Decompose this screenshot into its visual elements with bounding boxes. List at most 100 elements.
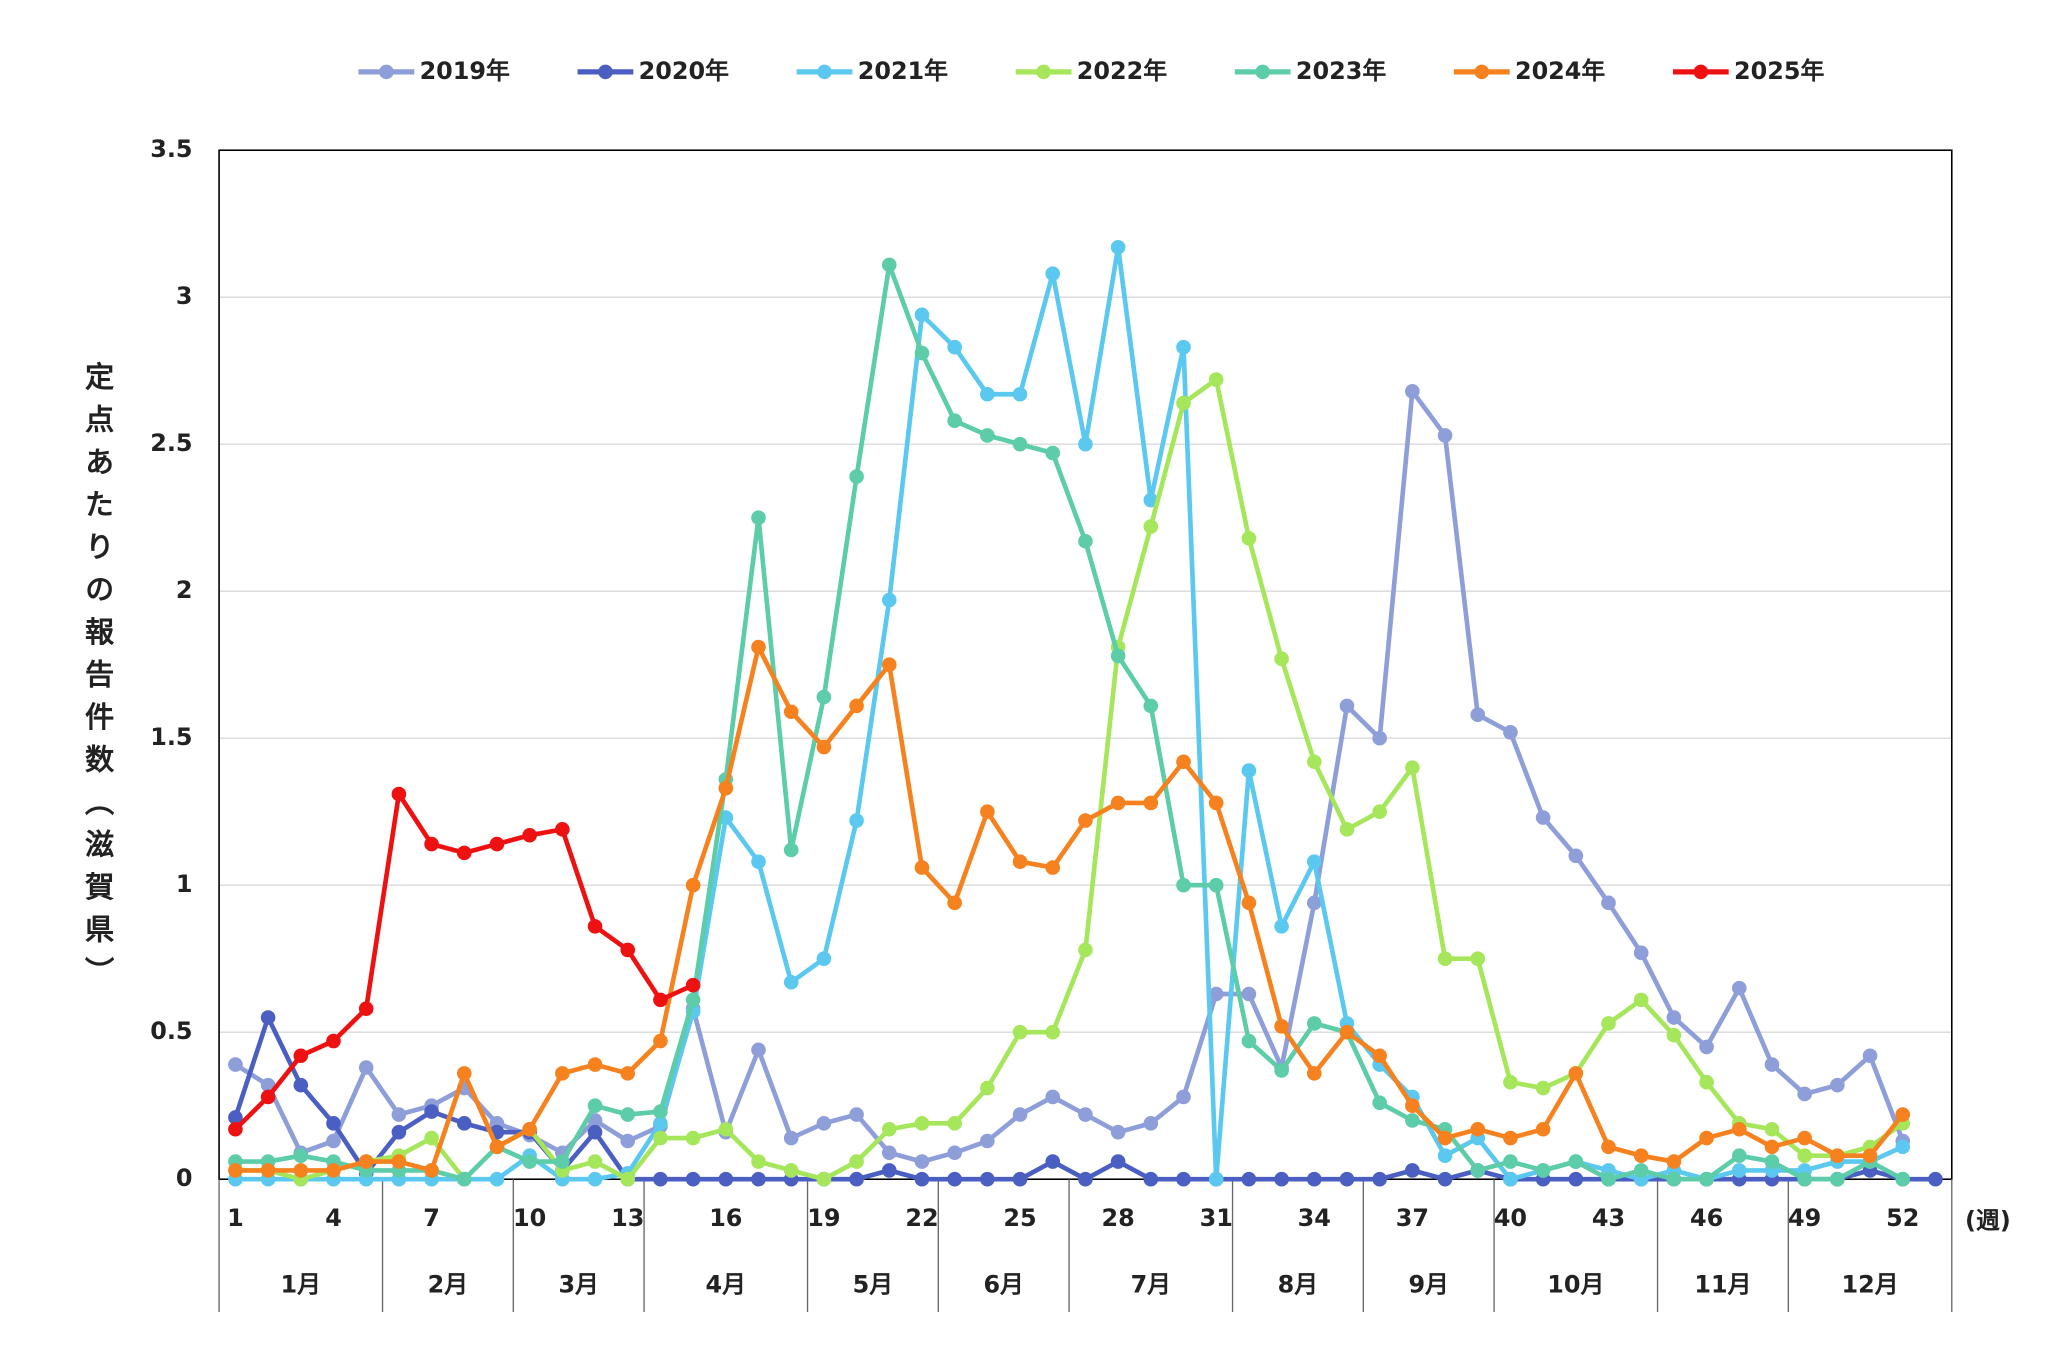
data-point <box>587 1113 603 1128</box>
x-tick-label: 4 <box>325 1204 342 1232</box>
data-point <box>1306 754 1322 770</box>
data-point <box>1208 372 1224 387</box>
data-point <box>1731 1121 1747 1137</box>
x-tick-label: 40 <box>1494 1204 1527 1232</box>
month-label: 5月 <box>853 1270 894 1298</box>
month-label: 9月 <box>1408 1270 1449 1298</box>
data-point <box>424 1104 439 1119</box>
data-point <box>1339 822 1355 837</box>
y-tick-label: 2 <box>176 576 193 604</box>
data-point <box>1535 1080 1551 1096</box>
data-point <box>783 1130 799 1146</box>
data-point <box>555 822 570 837</box>
data-point <box>849 698 864 714</box>
data-point <box>914 1154 930 1169</box>
x-tick-label: 37 <box>1396 1204 1429 1232</box>
data-point <box>751 854 766 870</box>
data-point <box>1176 754 1191 770</box>
data-point <box>1633 992 1649 1008</box>
data-point <box>685 977 701 993</box>
data-point <box>653 992 668 1008</box>
data-point <box>914 1116 930 1131</box>
data-point <box>1241 895 1257 911</box>
data-point <box>1797 1086 1812 1102</box>
data-point <box>1274 651 1289 667</box>
data-point <box>1470 707 1486 723</box>
x-tick-label: 25 <box>1003 1204 1036 1232</box>
data-point <box>980 1080 995 1096</box>
data-point <box>1535 1121 1551 1137</box>
x-tick-label: 10 <box>513 1204 546 1232</box>
data-point <box>228 1057 243 1072</box>
data-point <box>1699 1039 1714 1055</box>
data-point <box>914 1171 930 1187</box>
data-point <box>751 510 766 526</box>
data-point <box>1372 1048 1387 1064</box>
x-tick-label: 31 <box>1200 1204 1233 1232</box>
data-point <box>1405 1113 1420 1128</box>
data-point <box>1764 1121 1780 1137</box>
data-point <box>1601 1171 1616 1187</box>
data-point <box>620 942 636 958</box>
data-point <box>718 1121 734 1137</box>
legend-marker <box>379 64 394 80</box>
data-point <box>1241 1171 1257 1187</box>
data-point <box>1110 648 1126 664</box>
data-point <box>980 1133 995 1149</box>
y-tick-label: 0 <box>176 1164 193 1192</box>
data-point <box>293 1148 309 1164</box>
data-point <box>881 657 897 673</box>
data-point <box>1372 1171 1387 1187</box>
data-point <box>685 877 701 893</box>
month-label: 2月 <box>428 1270 468 1298</box>
data-point <box>489 836 505 852</box>
data-point <box>1928 1171 1943 1187</box>
data-point <box>1208 795 1224 811</box>
data-point <box>1274 1019 1289 1034</box>
data-point <box>424 1130 439 1146</box>
data-point <box>587 919 603 934</box>
data-point <box>424 1163 439 1178</box>
data-point <box>1405 384 1420 399</box>
data-point <box>980 428 995 443</box>
data-point <box>1176 1089 1191 1105</box>
data-point <box>1797 1130 1812 1146</box>
data-point <box>1306 1066 1322 1081</box>
series-line <box>235 262 1904 1182</box>
data-point <box>522 827 537 843</box>
data-point <box>1012 854 1028 870</box>
data-point <box>653 1130 668 1146</box>
data-point <box>326 1033 341 1049</box>
data-point <box>1306 1016 1322 1031</box>
data-point <box>522 1154 537 1169</box>
data-point <box>653 1033 668 1049</box>
data-point <box>1143 519 1159 534</box>
data-point <box>1470 951 1486 967</box>
data-point <box>228 1163 243 1178</box>
data-point <box>751 1171 766 1187</box>
data-point <box>1045 1089 1061 1105</box>
data-point <box>1503 725 1518 740</box>
data-point <box>1797 1171 1812 1187</box>
data-point <box>1666 1027 1682 1043</box>
data-point <box>391 1124 407 1140</box>
data-point <box>620 1133 636 1149</box>
data-point <box>816 689 832 705</box>
legend-label: 2025年 <box>1734 57 1824 85</box>
data-point <box>1110 1124 1126 1140</box>
data-point <box>456 1066 472 1081</box>
data-point <box>1143 1116 1159 1131</box>
data-point <box>1601 1139 1616 1155</box>
x-tick-label: 22 <box>905 1204 938 1232</box>
data-point <box>620 1066 636 1081</box>
data-point <box>587 1057 603 1072</box>
data-point <box>653 1104 668 1119</box>
data-point <box>914 307 930 323</box>
x-tick-label: 1 <box>227 1204 244 1232</box>
data-point <box>1601 1016 1616 1031</box>
data-point <box>1339 1024 1355 1040</box>
data-point <box>849 1107 864 1122</box>
y-tick-label: 2.5 <box>150 429 192 457</box>
data-point <box>980 1171 995 1187</box>
